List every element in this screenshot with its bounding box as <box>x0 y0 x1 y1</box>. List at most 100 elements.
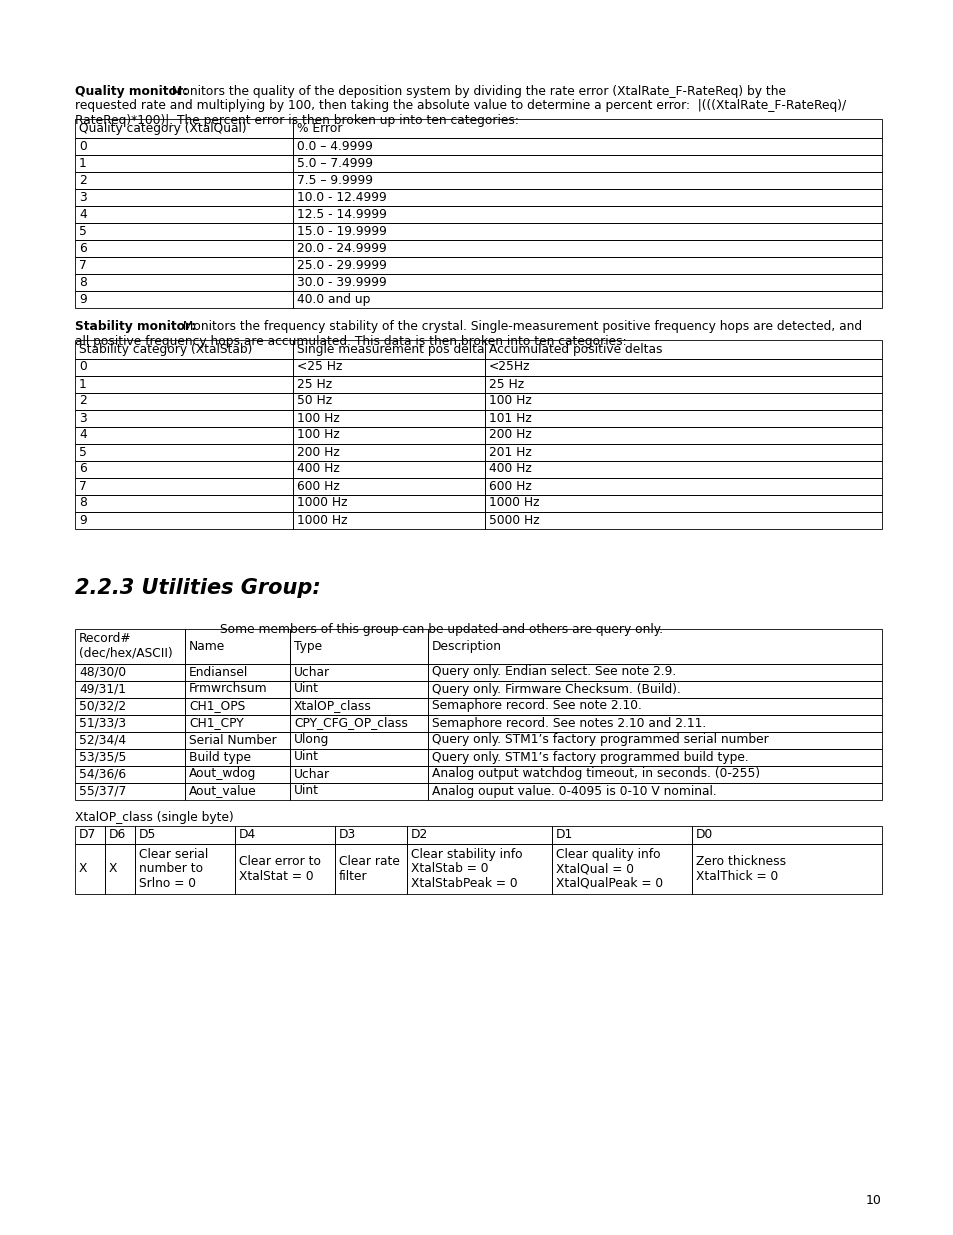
Text: XtalThick = 0: XtalThick = 0 <box>696 869 778 883</box>
Bar <box>185 663 290 680</box>
Text: Name: Name <box>189 640 225 653</box>
Bar <box>484 393 882 410</box>
Bar <box>75 461 293 478</box>
Text: 100 Hz: 100 Hz <box>296 411 339 425</box>
Text: XtalStab = 0: XtalStab = 0 <box>411 862 488 876</box>
Text: <25 Hz: <25 Hz <box>296 361 342 373</box>
Bar <box>75 224 293 240</box>
Text: Uint: Uint <box>294 751 318 763</box>
Bar <box>135 844 234 893</box>
Text: 7: 7 <box>79 259 87 272</box>
Text: 5000 Hz: 5000 Hz <box>489 514 539 526</box>
Text: 9: 9 <box>79 293 87 306</box>
Bar <box>75 715 185 731</box>
Text: 0.0 – 4.9999: 0.0 – 4.9999 <box>296 140 373 153</box>
Text: Clear quality info: Clear quality info <box>556 848 659 861</box>
Bar <box>75 291 293 308</box>
Text: 30.0 - 39.9999: 30.0 - 39.9999 <box>296 275 386 289</box>
Text: 3: 3 <box>79 411 87 425</box>
Bar <box>691 844 882 893</box>
Text: % Error: % Error <box>296 122 342 135</box>
Text: 5.0 – 7.4999: 5.0 – 7.4999 <box>296 157 373 170</box>
Text: D0: D0 <box>696 829 713 841</box>
Bar <box>75 274 293 291</box>
Bar <box>185 629 290 663</box>
Text: 55/37/7: 55/37/7 <box>79 784 126 798</box>
Text: D3: D3 <box>338 829 355 841</box>
Text: 5: 5 <box>79 225 87 238</box>
Text: filter: filter <box>338 869 367 883</box>
Bar <box>75 393 293 410</box>
Text: XtalStat = 0: XtalStat = 0 <box>239 869 314 883</box>
Bar <box>552 826 691 844</box>
Bar <box>335 826 407 844</box>
Text: 40.0 and up: 40.0 and up <box>296 293 370 306</box>
Text: D6: D6 <box>109 829 126 841</box>
Bar <box>293 119 882 138</box>
Bar <box>691 826 882 844</box>
Bar <box>484 426 882 443</box>
Text: Accumulated positive deltas: Accumulated positive deltas <box>489 342 661 356</box>
Bar <box>293 172 882 189</box>
Text: 48/30/0: 48/30/0 <box>79 666 126 678</box>
Text: Clear error to: Clear error to <box>239 856 320 868</box>
Bar <box>75 478 293 494</box>
Bar <box>234 826 335 844</box>
Bar <box>75 731 185 748</box>
Bar <box>293 206 882 224</box>
Text: Semaphore record. See note 2.10.: Semaphore record. See note 2.10. <box>432 699 641 713</box>
Text: 1000 Hz: 1000 Hz <box>489 496 539 510</box>
Bar <box>335 844 407 893</box>
Text: Stability monitor:: Stability monitor: <box>75 320 196 333</box>
Bar <box>293 257 882 274</box>
Bar <box>75 138 293 156</box>
Text: Uint: Uint <box>294 784 318 798</box>
Text: X: X <box>109 862 117 876</box>
Text: 9: 9 <box>79 514 87 526</box>
Bar <box>105 826 135 844</box>
Bar <box>75 426 293 443</box>
Text: 201 Hz: 201 Hz <box>489 446 531 458</box>
Text: XtalStabPeak = 0: XtalStabPeak = 0 <box>411 877 517 890</box>
Text: 10.0 - 12.4999: 10.0 - 12.4999 <box>296 191 386 204</box>
Text: (dec/hex/ASCII): (dec/hex/ASCII) <box>79 647 172 659</box>
Text: 4: 4 <box>79 207 87 221</box>
Bar <box>484 461 882 478</box>
Bar <box>185 783 290 799</box>
Text: Record#: Record# <box>79 632 132 646</box>
Bar <box>75 119 293 138</box>
Text: 7: 7 <box>79 479 87 493</box>
Bar <box>75 172 293 189</box>
Text: D4: D4 <box>239 829 256 841</box>
Bar <box>484 358 882 375</box>
Text: Srlno = 0: Srlno = 0 <box>139 877 195 890</box>
Bar <box>293 410 484 426</box>
Bar <box>234 844 335 893</box>
Text: Analog ouput value. 0-4095 is 0-10 V nominal.: Analog ouput value. 0-4095 is 0-10 V nom… <box>432 784 716 798</box>
Text: 3: 3 <box>79 191 87 204</box>
Text: D1: D1 <box>556 829 573 841</box>
Text: Query only. STM1’s factory programmed build type.: Query only. STM1’s factory programmed bu… <box>432 751 748 763</box>
Bar <box>484 478 882 494</box>
Bar <box>75 340 293 358</box>
Bar <box>293 291 882 308</box>
Bar <box>407 844 552 893</box>
Text: 100 Hz: 100 Hz <box>296 429 339 441</box>
Text: 0: 0 <box>79 361 87 373</box>
Text: Quality monitor:: Quality monitor: <box>75 85 188 98</box>
Bar <box>293 156 882 172</box>
Text: 8: 8 <box>79 275 87 289</box>
Text: Query only. Endian select. See note 2.9.: Query only. Endian select. See note 2.9. <box>432 666 676 678</box>
Text: 8: 8 <box>79 496 87 510</box>
Bar <box>75 240 293 257</box>
Bar <box>293 224 882 240</box>
Text: requested rate and multiplying by 100, then taking the absolute value to determi: requested rate and multiplying by 100, t… <box>75 100 845 112</box>
Text: CPY_CFG_OP_class: CPY_CFG_OP_class <box>294 716 408 730</box>
Bar <box>293 274 882 291</box>
Bar <box>428 731 882 748</box>
Bar <box>75 443 293 461</box>
Text: Query only. Firmware Checksum. (Build).: Query only. Firmware Checksum. (Build). <box>432 683 680 695</box>
Bar <box>293 375 484 393</box>
Bar <box>428 663 882 680</box>
Text: all positive frequency hops are accumulated. This data is then broken into ten c: all positive frequency hops are accumula… <box>75 335 626 347</box>
